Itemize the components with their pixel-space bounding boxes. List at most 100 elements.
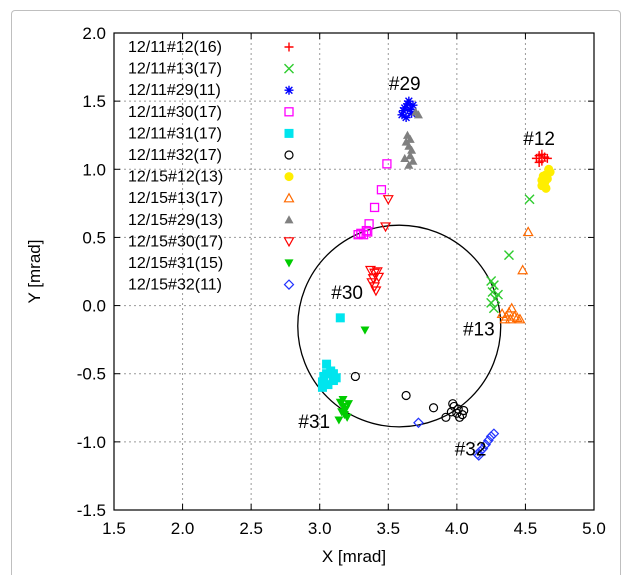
data-point bbox=[537, 175, 547, 185]
data-point bbox=[400, 153, 410, 162]
y-tick-label: -1.0 bbox=[77, 433, 106, 452]
plot-area-border bbox=[113, 32, 595, 511]
axis-ticks: 1.5 2.0 2.5 3.0 3.5 4.0 4.5 5.0 -1.5 -1.0 -0.5 0.0 0… bbox=[77, 24, 606, 538]
legend-marker bbox=[283, 192, 295, 203]
data-point bbox=[508, 310, 520, 321]
legend-marker bbox=[284, 128, 294, 138]
data-point bbox=[380, 222, 392, 233]
data-point bbox=[542, 153, 552, 163]
data-point bbox=[317, 377, 327, 387]
data-point bbox=[400, 103, 410, 113]
y-tick-label: -1.5 bbox=[77, 501, 106, 520]
x-tick-label: 4.5 bbox=[514, 519, 538, 538]
data-point bbox=[404, 160, 414, 169]
data-point bbox=[404, 96, 414, 106]
x-axis-label: X [mrad] bbox=[322, 547, 386, 566]
data-point bbox=[323, 380, 333, 390]
data-point bbox=[405, 151, 415, 160]
legend-label: 12/15#12(13) bbox=[128, 169, 223, 186]
reference-circle-shape bbox=[297, 224, 502, 428]
legend-label: 12/11#31(17) bbox=[128, 125, 222, 142]
data-point bbox=[506, 302, 518, 313]
data-point bbox=[405, 104, 415, 114]
data-point bbox=[488, 428, 500, 440]
data-point bbox=[317, 382, 327, 392]
x-tick-label: 3.0 bbox=[308, 519, 332, 538]
data-point bbox=[407, 108, 417, 118]
data-point bbox=[483, 435, 494, 446]
y-axis-label: Y [mrad] bbox=[25, 240, 44, 304]
x-tick-label: 5.0 bbox=[582, 519, 606, 538]
data-point bbox=[485, 431, 497, 442]
data-point bbox=[524, 194, 535, 205]
data-point bbox=[369, 202, 380, 213]
data-point bbox=[328, 376, 338, 386]
figure-frame bbox=[11, 10, 621, 575]
x-tick-label: 4.0 bbox=[445, 519, 469, 538]
data-point bbox=[448, 399, 458, 409]
x-tick-label: 1.5 bbox=[102, 519, 126, 538]
legend-label: 12/11#30(17) bbox=[128, 104, 222, 121]
data-point bbox=[398, 106, 408, 116]
data-point bbox=[411, 107, 421, 116]
legend-marker bbox=[284, 63, 294, 74]
data-point bbox=[397, 110, 407, 120]
data-point bbox=[376, 185, 387, 195]
cluster-label: #30 bbox=[331, 283, 363, 304]
annotations: #29 #12 #30 #13 #31 #32 bbox=[298, 74, 555, 460]
data-point bbox=[514, 313, 526, 324]
data-point bbox=[534, 157, 544, 167]
legend-marker bbox=[283, 279, 295, 290]
legend-marker bbox=[284, 215, 294, 224]
y-tick-label: 0.0 bbox=[82, 297, 106, 316]
y-tick-label: 1.5 bbox=[82, 92, 106, 111]
legend-label: 12/11#13(17) bbox=[128, 61, 222, 78]
data-point bbox=[453, 404, 463, 414]
data-point bbox=[413, 417, 424, 429]
legend-label: 12/11#29(11) bbox=[128, 82, 221, 99]
data-point bbox=[493, 289, 503, 300]
legend-marker bbox=[284, 150, 294, 160]
data-point bbox=[408, 100, 418, 110]
data-point bbox=[522, 226, 534, 237]
data-point bbox=[407, 145, 417, 154]
legend-label: 12/15#30(17) bbox=[128, 233, 223, 250]
data-point bbox=[473, 450, 485, 461]
data-point bbox=[545, 167, 555, 177]
data-point bbox=[338, 396, 348, 405]
data-point bbox=[408, 156, 418, 165]
data-point bbox=[361, 225, 371, 236]
cluster-label: #32 bbox=[455, 439, 487, 460]
data-point bbox=[517, 264, 529, 275]
data-point bbox=[350, 371, 360, 382]
x-tick-label: 3.5 bbox=[376, 519, 400, 538]
data-point bbox=[459, 405, 469, 416]
cluster-label: #13 bbox=[463, 320, 495, 341]
data-point bbox=[334, 416, 344, 425]
legend-marker bbox=[284, 42, 294, 52]
data-point bbox=[360, 326, 370, 335]
data-point bbox=[367, 274, 379, 285]
reference-circle bbox=[297, 224, 502, 428]
data-point bbox=[480, 439, 492, 450]
data-point bbox=[341, 405, 351, 414]
data-point bbox=[401, 112, 411, 122]
data-point bbox=[405, 134, 415, 143]
data-points bbox=[317, 96, 555, 461]
data-point bbox=[496, 308, 508, 318]
data-point bbox=[370, 286, 382, 297]
data-point bbox=[371, 267, 383, 278]
data-point bbox=[487, 286, 498, 297]
y-tick-label: -0.5 bbox=[77, 365, 106, 384]
legend-label: 12/15#13(17) bbox=[128, 190, 223, 207]
data-point bbox=[503, 250, 514, 261]
legend-label: 12/11#32(17) bbox=[128, 147, 222, 164]
data-point bbox=[486, 297, 497, 308]
data-point bbox=[402, 99, 412, 109]
legend-label: 12/15#32(11) bbox=[128, 277, 222, 294]
data-point bbox=[488, 303, 499, 314]
data-point bbox=[364, 219, 374, 229]
cluster-label: #31 bbox=[298, 412, 330, 433]
cluster-label: #12 bbox=[523, 129, 555, 150]
data-point bbox=[441, 412, 451, 422]
